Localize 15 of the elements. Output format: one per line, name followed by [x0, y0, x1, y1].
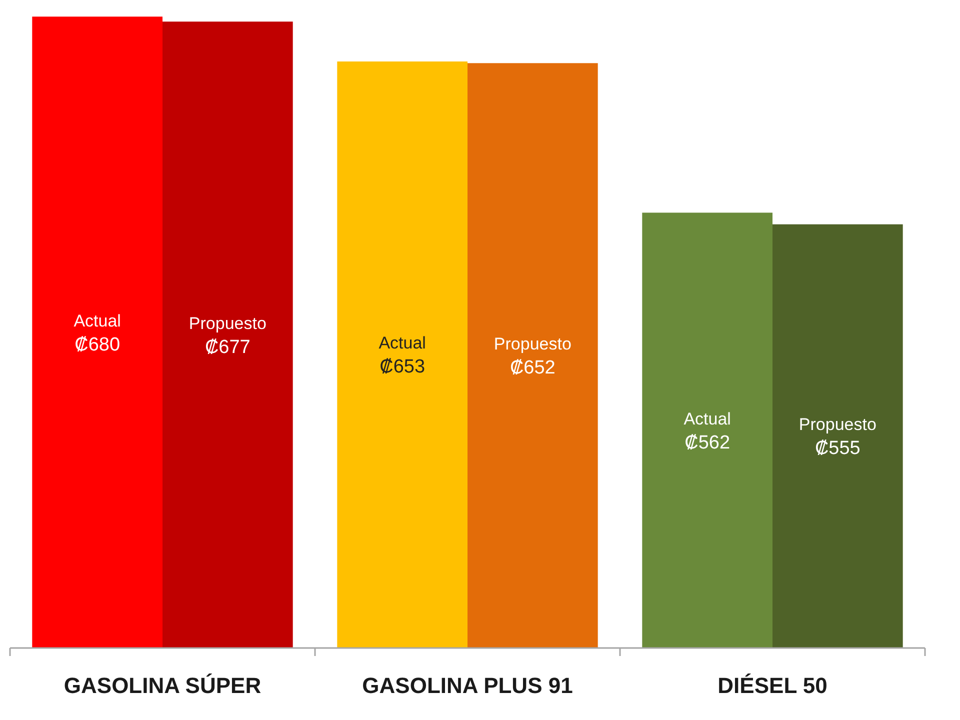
data-label: ₡555 — [814, 438, 860, 460]
x-tick-label: GASOLINA PLUS 91 — [362, 673, 573, 698]
text: Propuesto — [798, 415, 876, 434]
x-tick-label: DIÉSEL 50 — [718, 673, 828, 698]
x-tick-label: GASOLINA SÚPER — [64, 673, 262, 698]
series-label: Propuesto — [188, 314, 266, 333]
series-label: Actual — [378, 334, 426, 353]
text: Actual — [684, 409, 731, 428]
data-label: ₡653 — [380, 356, 426, 378]
data-label: ₡652 — [510, 358, 556, 379]
data-label: ₡680 — [74, 334, 120, 356]
text: Propuesto — [494, 334, 572, 354]
data-label: ₡562 — [684, 432, 730, 454]
data-label: ₡677 — [204, 336, 250, 358]
text: Actual — [74, 311, 121, 330]
